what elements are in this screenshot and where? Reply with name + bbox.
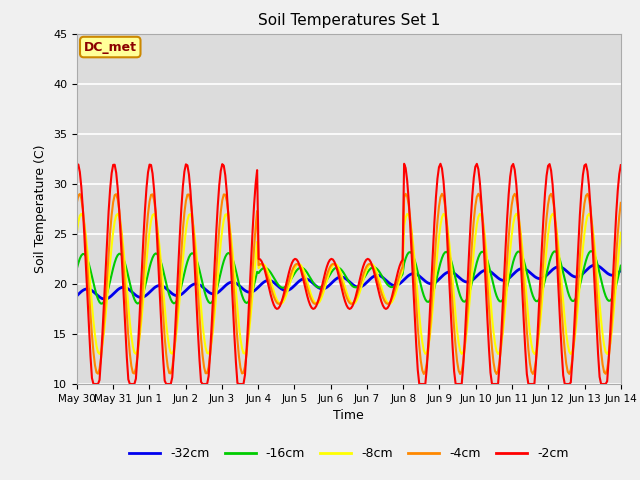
X-axis label: Time: Time xyxy=(333,409,364,422)
Text: DC_met: DC_met xyxy=(84,40,137,54)
Y-axis label: Soil Temperature (C): Soil Temperature (C) xyxy=(35,144,47,273)
Title: Soil Temperatures Set 1: Soil Temperatures Set 1 xyxy=(258,13,440,28)
Legend: -32cm, -16cm, -8cm, -4cm, -2cm: -32cm, -16cm, -8cm, -4cm, -2cm xyxy=(124,443,573,465)
